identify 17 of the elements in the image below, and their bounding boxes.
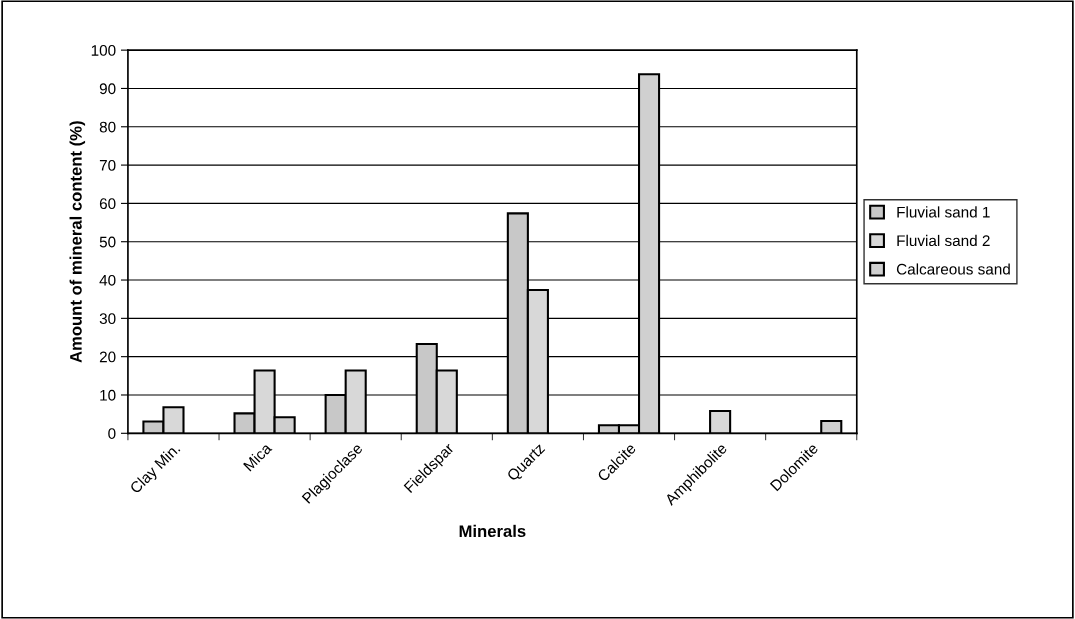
y-tick-label: 10 — [100, 389, 116, 401]
y-tick-label: 90 — [99, 83, 116, 95]
legend-label: Calcareous sand — [896, 263, 1010, 275]
y-axis-title: Amount of mineral content (%) — [69, 121, 86, 363]
legend-label: Fluvial sand 1 — [897, 206, 990, 218]
y-tick-label: 0 — [108, 428, 116, 439]
y-tick-label: 40 — [99, 274, 116, 286]
x-axis-title: Minerals — [459, 524, 526, 538]
y-tick-label: 30 — [99, 313, 116, 325]
y-tick-label: 80 — [99, 121, 116, 133]
legend-label: Fluvial sand 2 — [897, 234, 990, 247]
y-tick-label: 100 — [91, 45, 116, 56]
y-tick-label: 50 — [99, 236, 116, 248]
x-tick-label: Clay Min. — [129, 442, 183, 497]
y-tick-label: 70 — [99, 159, 116, 171]
y-tick-label: 60 — [99, 198, 116, 210]
y-tick-label: 20 — [99, 351, 116, 363]
